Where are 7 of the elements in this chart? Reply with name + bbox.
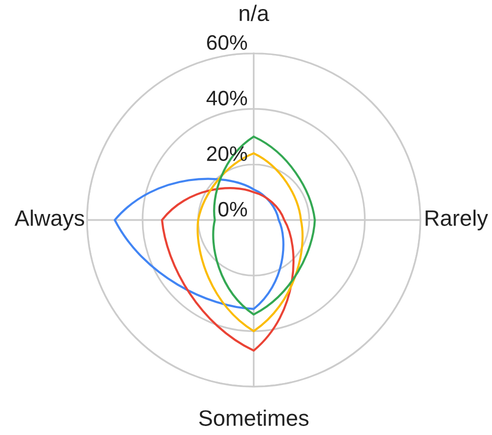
spoke-label: Sometimes [199, 410, 308, 426]
y-tick-label: 0% [218, 202, 247, 217]
spoke-label: Always [14, 210, 84, 230]
y-tick-label: 60% [207, 35, 247, 50]
y-tick-label: 40% [206, 90, 247, 106]
spoke-label: n/a [240, 4, 270, 22]
spoke-label: Rarely [426, 210, 488, 230]
